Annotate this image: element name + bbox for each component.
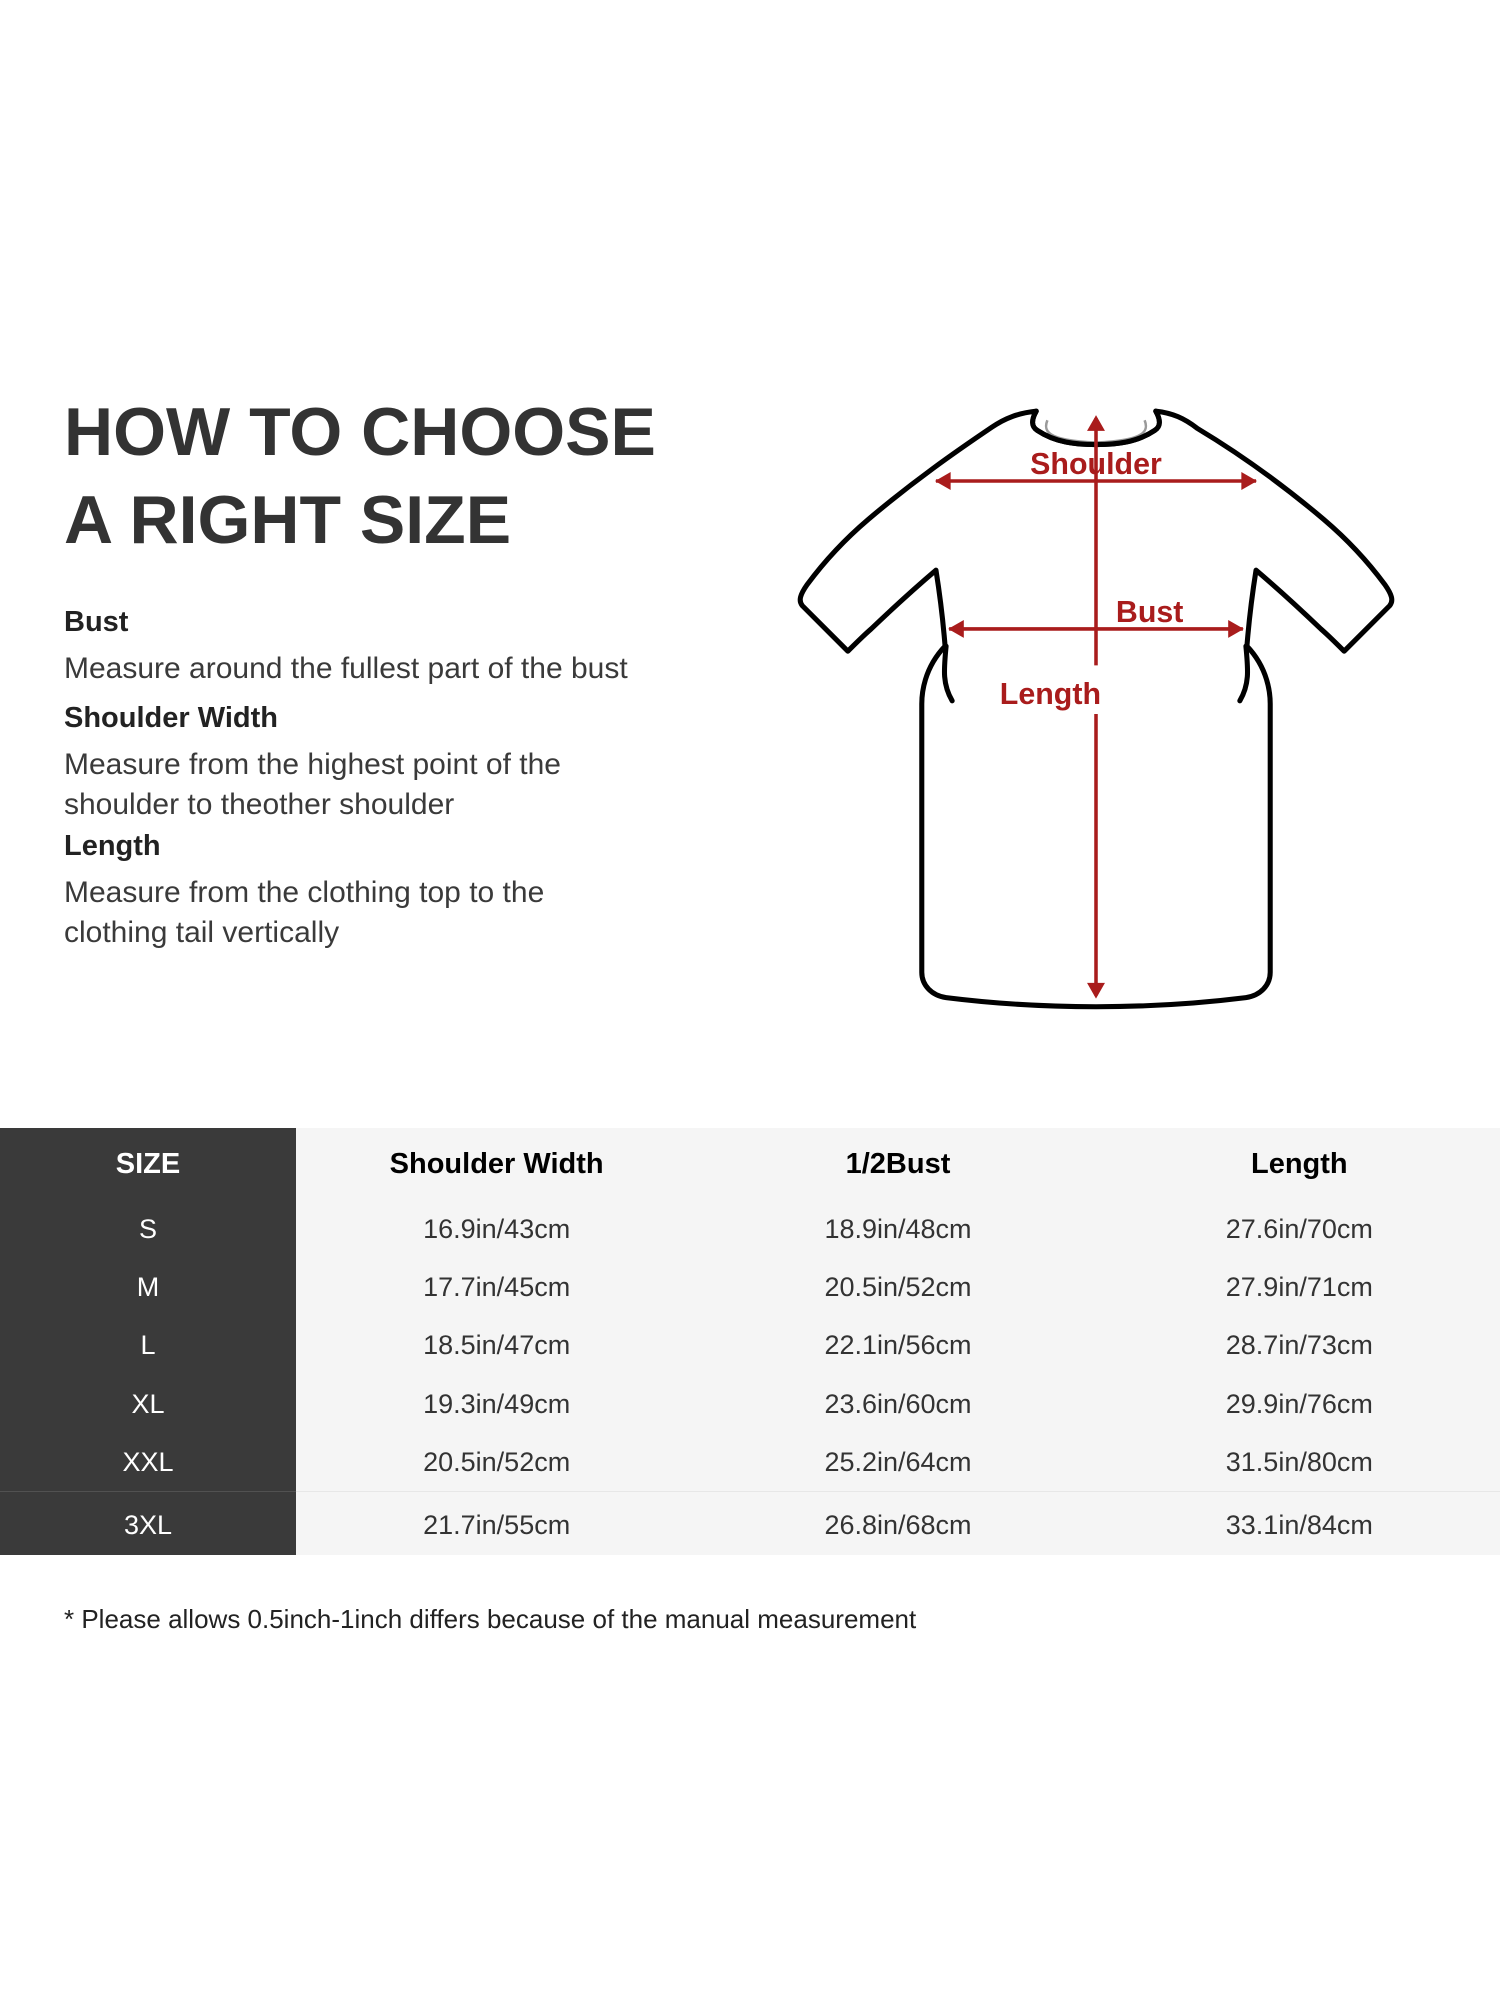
svg-text:Shoulder: Shoulder (1030, 447, 1162, 481)
svg-text:Bust: Bust (1116, 595, 1184, 629)
svg-text:Length: Length (1000, 677, 1101, 711)
